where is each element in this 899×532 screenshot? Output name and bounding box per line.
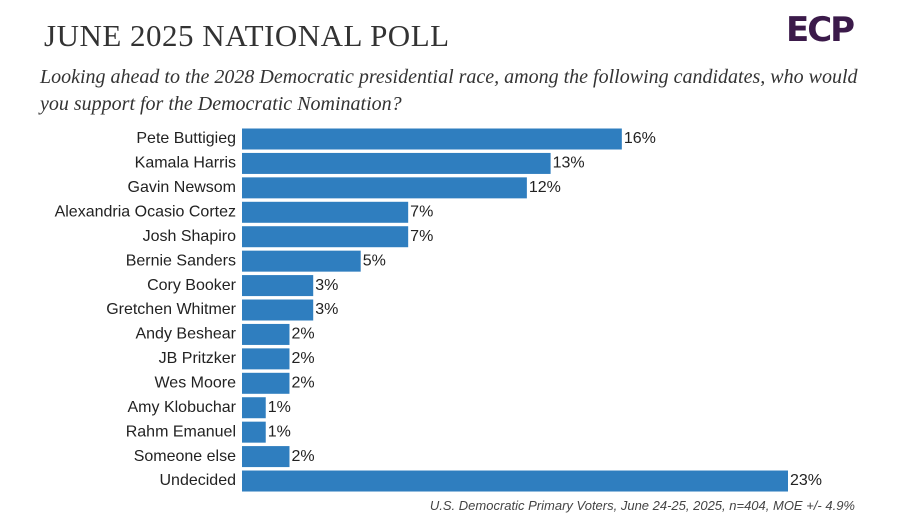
bar bbox=[242, 421, 266, 443]
bar bbox=[242, 299, 314, 321]
category-label: JB Pritzker bbox=[159, 350, 237, 367]
bar bbox=[242, 177, 527, 199]
value-label: 13% bbox=[553, 155, 585, 172]
category-label: Wes Moore bbox=[154, 375, 236, 392]
category-label: Gretchen Whitmer bbox=[106, 301, 236, 318]
value-label: 1% bbox=[268, 423, 291, 440]
bar bbox=[242, 397, 266, 419]
category-label: Pete Buttigieg bbox=[136, 130, 236, 147]
category-label: Cory Booker bbox=[147, 277, 237, 294]
bar bbox=[242, 372, 290, 394]
value-label: 3% bbox=[315, 277, 338, 294]
value-label: 2% bbox=[291, 375, 314, 392]
bar bbox=[242, 348, 290, 370]
category-label: Someone else bbox=[134, 448, 236, 465]
bar bbox=[242, 152, 551, 174]
chart-subtitle: Looking ahead to the 2028 Democratic pre… bbox=[40, 66, 858, 115]
chart-title: JUNE 2025 NATIONAL POLL bbox=[44, 18, 450, 53]
value-label: 1% bbox=[268, 399, 291, 416]
value-label: 2% bbox=[291, 326, 314, 343]
bar bbox=[242, 323, 290, 345]
bar bbox=[242, 275, 314, 297]
category-label: Bernie Sanders bbox=[126, 252, 236, 269]
bar bbox=[242, 201, 409, 223]
logo: ECP bbox=[786, 10, 855, 50]
value-label: 5% bbox=[363, 252, 386, 269]
category-label: Alexandria Ocasio Cortez bbox=[55, 204, 236, 221]
value-label: 12% bbox=[529, 179, 561, 196]
value-label: 7% bbox=[410, 204, 433, 221]
bar bbox=[242, 128, 622, 150]
value-label: 3% bbox=[315, 301, 338, 318]
category-label: Rahm Emanuel bbox=[126, 423, 236, 440]
bar bbox=[242, 226, 409, 248]
category-label: Josh Shapiro bbox=[143, 228, 236, 245]
value-label: 2% bbox=[291, 448, 314, 465]
category-label: Amy Klobuchar bbox=[128, 399, 237, 416]
category-label: Andy Beshear bbox=[135, 326, 236, 343]
value-label: 2% bbox=[291, 350, 314, 367]
footnote: U.S. Democratic Primary Voters, June 24-… bbox=[429, 498, 855, 513]
category-label: Undecided bbox=[160, 472, 237, 489]
category-label: Kamala Harris bbox=[135, 155, 236, 172]
bar bbox=[242, 446, 290, 468]
bar bbox=[242, 250, 361, 272]
value-label: 23% bbox=[790, 472, 822, 489]
value-label: 7% bbox=[410, 228, 433, 245]
value-label: 16% bbox=[624, 130, 656, 147]
bar bbox=[242, 470, 788, 492]
category-label: Gavin Newsom bbox=[128, 179, 236, 196]
